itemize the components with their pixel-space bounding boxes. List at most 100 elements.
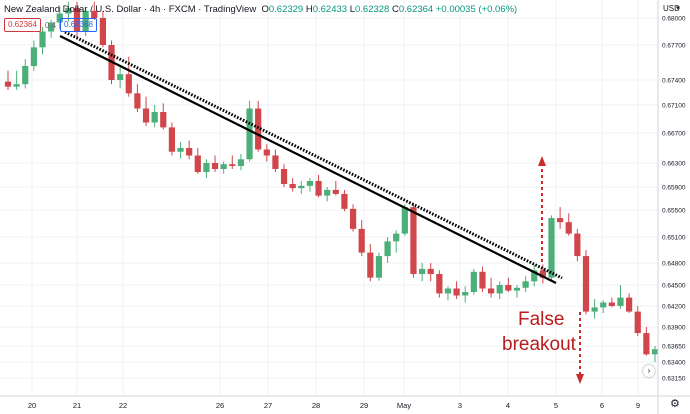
candle-body bbox=[82, 10, 89, 32]
gear-icon[interactable]: ⚙ bbox=[670, 398, 680, 410]
candle-body bbox=[160, 112, 167, 128]
candle-body bbox=[99, 18, 106, 45]
candle-body bbox=[117, 74, 124, 80]
price-tick-label: 0.67400 bbox=[662, 78, 686, 85]
candle-body bbox=[565, 222, 572, 234]
open-value: 0.62329 bbox=[268, 4, 304, 15]
candle-body bbox=[557, 218, 564, 223]
candle-body bbox=[410, 207, 417, 274]
candle-body bbox=[4, 81, 12, 87]
trendline-solid bbox=[59, 35, 557, 284]
candle-body bbox=[22, 66, 29, 85]
candle-body bbox=[582, 256, 590, 312]
trendline-dotted bbox=[64, 30, 563, 280]
candle-body bbox=[39, 31, 46, 48]
candle-body bbox=[626, 297, 633, 312]
candle-body bbox=[237, 159, 245, 166]
price-tick-label: 0.67700 bbox=[662, 43, 686, 50]
candle-body bbox=[203, 163, 210, 172]
price-tick-label: 0.63400 bbox=[662, 360, 686, 367]
candle-body bbox=[315, 181, 322, 196]
candle-body bbox=[255, 108, 262, 150]
candle-body bbox=[375, 256, 383, 278]
candle-body bbox=[531, 270, 538, 282]
candle-body bbox=[349, 208, 357, 229]
chevron-down-icon[interactable]: ▾ bbox=[676, 5, 680, 12]
price-tick-label: 0.63650 bbox=[662, 344, 686, 351]
price-tick-label: 0.63900 bbox=[662, 325, 686, 332]
candle-body bbox=[462, 292, 469, 296]
open-label: O bbox=[261, 4, 269, 15]
candle-body bbox=[298, 185, 305, 189]
candle-body bbox=[470, 271, 477, 292]
candle-body bbox=[73, 8, 81, 32]
candle-body bbox=[487, 288, 495, 294]
time-tick-label: 28 bbox=[312, 401, 320, 410]
price-tick-label: 0.65100 bbox=[662, 235, 686, 242]
candle-body bbox=[142, 108, 150, 123]
high-label: H bbox=[305, 4, 313, 15]
time-tick-label: 4 bbox=[506, 401, 510, 410]
candle-body bbox=[522, 281, 529, 288]
currency-label[interactable]: USD bbox=[663, 4, 680, 13]
candle-body bbox=[384, 241, 391, 257]
high-value: 0.62433 bbox=[312, 4, 348, 15]
candle-body bbox=[341, 193, 348, 209]
candle-body bbox=[591, 307, 598, 312]
candle-body bbox=[324, 189, 331, 196]
time-tick-label: 9 bbox=[636, 401, 640, 410]
time-tick-label: 22 bbox=[119, 401, 127, 410]
candle-body bbox=[125, 74, 132, 94]
arrow-up-icon bbox=[538, 156, 546, 166]
price-tick-label: 0.65500 bbox=[662, 208, 686, 215]
price-tick-label: 0.65900 bbox=[662, 185, 686, 192]
candle-body bbox=[401, 207, 408, 234]
order-buttons: 0.62364 0.4 0.62368 bbox=[4, 18, 97, 32]
candle-body bbox=[246, 108, 253, 160]
price-tick-label: 0.67100 bbox=[662, 103, 686, 110]
time-tick-label: 6 bbox=[600, 401, 604, 410]
candle-body bbox=[358, 228, 365, 253]
price-tick-label: 0.66700 bbox=[662, 131, 686, 138]
candle-body bbox=[393, 233, 400, 242]
price-tick-label: 0.63150 bbox=[662, 376, 686, 383]
time-tick-label: 20 bbox=[28, 401, 36, 410]
close-value: 0.62364 bbox=[398, 4, 434, 15]
candle-body bbox=[30, 47, 37, 66]
price-tick-label: 0.64800 bbox=[662, 261, 686, 268]
arrow-down-icon bbox=[576, 374, 584, 384]
candle-body bbox=[168, 127, 176, 152]
candle-body bbox=[220, 164, 227, 169]
sell-button[interactable]: 0.62364 bbox=[4, 18, 41, 32]
buy-button[interactable]: 0.62368 bbox=[60, 18, 97, 32]
candle-body bbox=[13, 84, 20, 87]
candle-body bbox=[151, 112, 158, 123]
candle-body bbox=[134, 93, 141, 109]
candle-body bbox=[306, 181, 314, 186]
price-tick-label: 0.66300 bbox=[662, 161, 686, 168]
price-tick-label: 0.64200 bbox=[662, 304, 686, 311]
scroll-to-realtime-icon[interactable]: › bbox=[643, 365, 655, 377]
price-tick-label: 0.68000 bbox=[662, 16, 686, 23]
candle-body bbox=[211, 163, 219, 169]
time-tick-label: 26 bbox=[216, 401, 224, 410]
candle-body bbox=[48, 22, 55, 32]
candle-body bbox=[367, 252, 374, 278]
candle-body bbox=[600, 302, 607, 308]
candle-body bbox=[65, 8, 72, 14]
candle-body bbox=[289, 184, 296, 189]
time-tick-label: 21 bbox=[73, 401, 81, 410]
symbol-title[interactable]: New Zealand Dollar / U.S. Dollar · 4h · … bbox=[4, 4, 257, 15]
candle-body bbox=[643, 333, 650, 355]
candle-body bbox=[56, 13, 63, 23]
spread-value: 0.4 bbox=[44, 20, 57, 30]
candle-body bbox=[332, 189, 339, 194]
time-tick-label: 29 bbox=[360, 401, 368, 410]
low-value: 0.62328 bbox=[355, 4, 390, 15]
change-value: +0.00035 (+0.06%) bbox=[435, 4, 518, 15]
candle-body bbox=[177, 148, 184, 152]
price-tick-label: 0.64500 bbox=[662, 283, 686, 290]
time-tick-label: 3 bbox=[458, 401, 462, 410]
low-label: L bbox=[349, 4, 355, 15]
